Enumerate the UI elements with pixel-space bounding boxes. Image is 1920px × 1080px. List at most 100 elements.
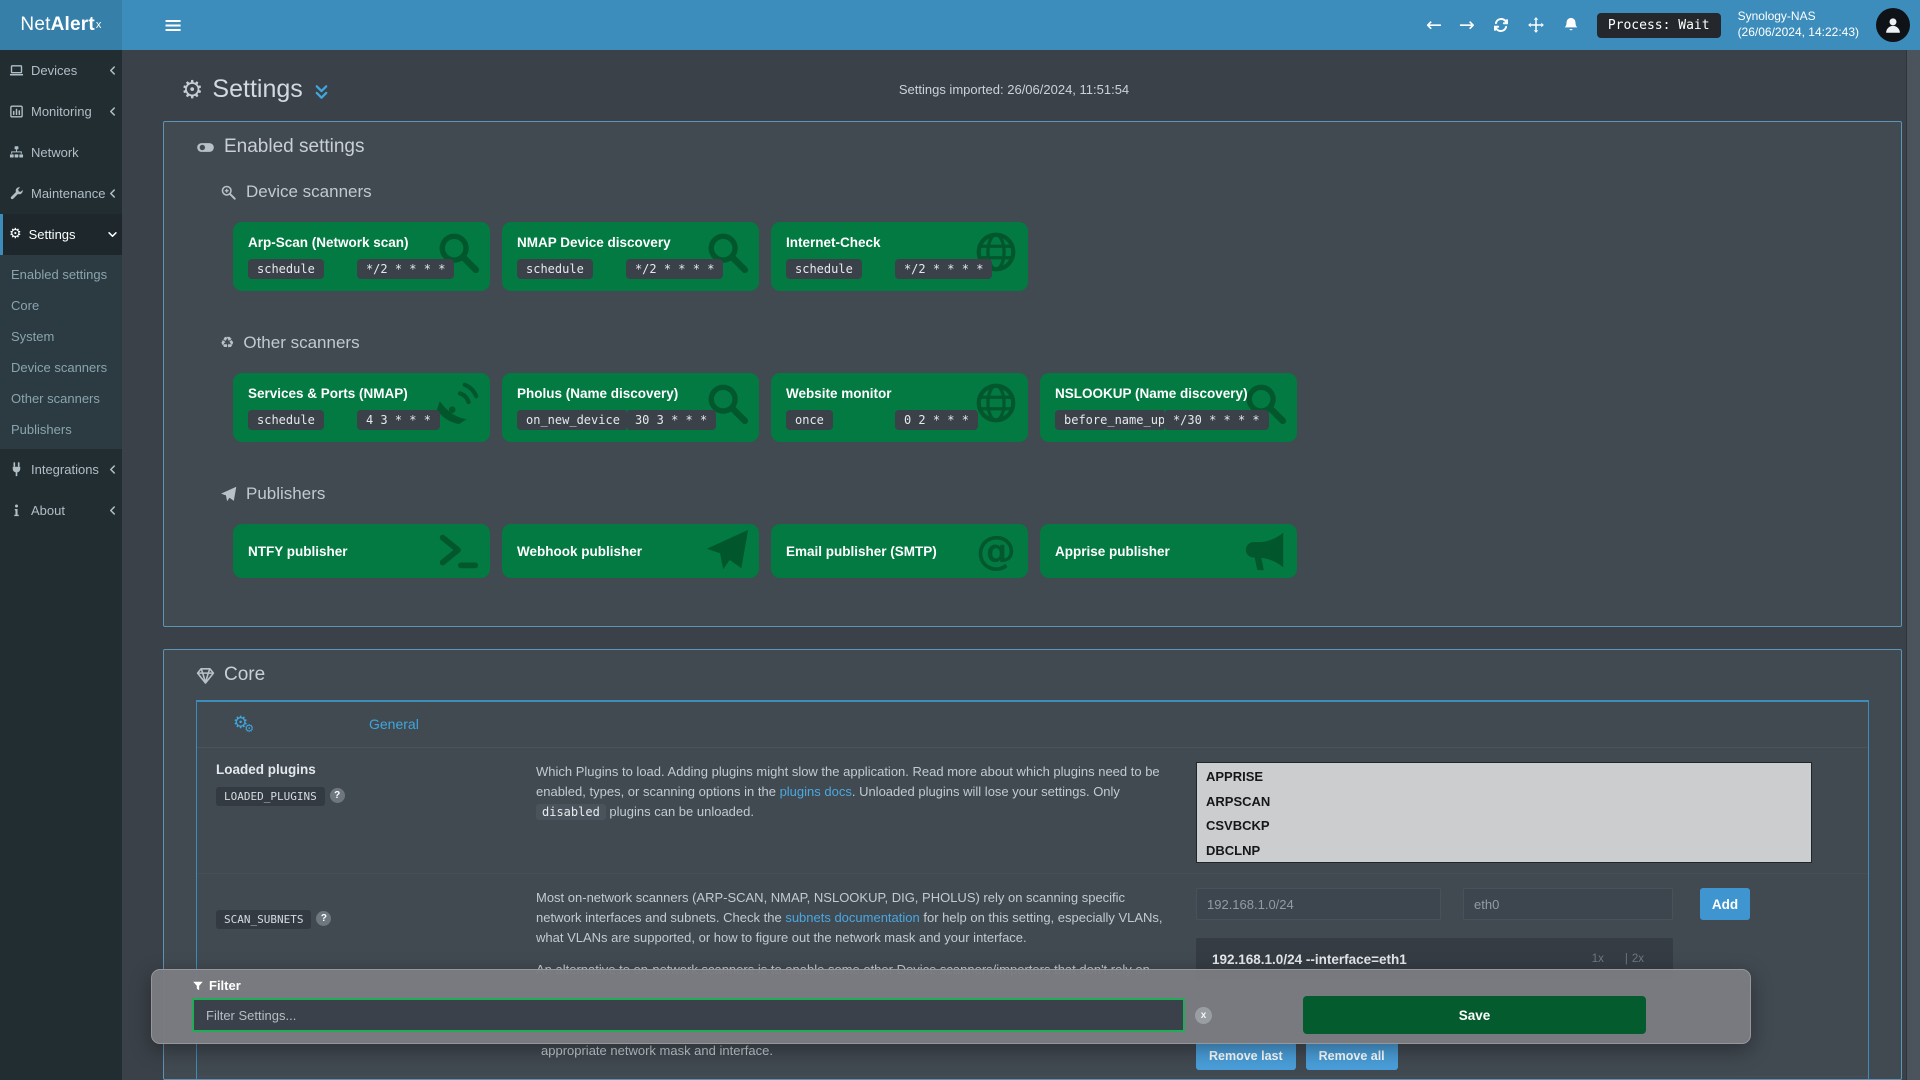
navbar-actions: ← → Process: Wait Synology-NAS (26/06/20… [1426, 0, 1920, 50]
schedule-zone: */30 * * * * [1163, 410, 1282, 430]
page-title-text: Settings [212, 75, 303, 103]
sidebar-item-monitoring[interactable]: Monitoring [0, 91, 122, 132]
sidebar-item-label: Monitoring [31, 104, 92, 119]
subnet-entry-text: 192.168.1.0/24 --interface=eth1 [1212, 951, 1407, 967]
app-logo[interactable]: Net Alert x [0, 0, 122, 50]
submenu-item-publishers[interactable]: Publishers [11, 422, 72, 437]
loaded-plugins-listbox[interactable]: APPRISE ARPSCAN CSVBCKP DBCLNP [1196, 762, 1812, 863]
sidebar-item-settings[interactable]: ⚙ Settings [0, 214, 122, 255]
schedule-zone: 4 3 * * * [356, 410, 475, 430]
submenu-item-enabled-settings[interactable]: Enabled settings [11, 267, 108, 282]
user-icon [1882, 14, 1904, 36]
submenu-item-system[interactable]: System [11, 329, 55, 344]
terminal-icon [435, 528, 481, 574]
refresh-icon[interactable] [1492, 16, 1510, 34]
laptop-icon [9, 63, 24, 78]
search-plus-icon [220, 184, 237, 201]
bullhorn-icon [1242, 528, 1288, 574]
card-row: Arp-Scan (Network scan) schedule */2 * * *… [233, 222, 1901, 291]
settings-submenu: Enabled settings Core System Device scanner… [0, 255, 122, 449]
sidebar-item-maintenance[interactable]: Maintenance [0, 173, 122, 214]
publisher-card-email-publisher-smtp[interactable]: Email publisher (SMTP) @ [771, 524, 1028, 578]
enabled-settings-heading: Enabled settings [196, 136, 1901, 158]
recycle-icon: ♻ [220, 332, 235, 352]
plugin-option-dbclnp[interactable]: DBCLNP [1206, 842, 1261, 858]
vertical-scrollbar[interactable] [1906, 50, 1920, 1080]
doc-link[interactable]: subnets documentation [785, 910, 920, 926]
plugin-option-csvbckp[interactable]: CSVBCKP [1206, 818, 1270, 833]
sidebar-item-integrations[interactable]: Integrations [0, 449, 122, 490]
card-badges: on_new_device 30 3 * * * [517, 410, 744, 430]
scanner-card-services-ports-nmap[interactable]: Services & Ports (NMAP) schedule 4 3 * * * [233, 373, 490, 442]
scanner-card-nmap-device-discovery[interactable]: NMAP Device discovery schedule */2 * * * * [502, 222, 759, 291]
sidebar-item-network[interactable]: Network [0, 132, 122, 173]
entry-count-1: 1x [1591, 953, 1604, 965]
sidebar-item-label: Network [31, 145, 79, 160]
doc-link[interactable]: plugins docs [779, 784, 852, 800]
help-icon[interactable]: ? [329, 788, 345, 804]
schedule-zone: 0 2 * * * [894, 410, 1013, 430]
card-badges: schedule */2 * * * * [517, 259, 744, 279]
scanner-card-website-monitor[interactable]: Website monitor once 0 2 * * * [771, 373, 1028, 442]
document-copy-icon[interactable] [1648, 953, 1661, 966]
scanner-card-arp-scan-network-scan[interactable]: Arp-Scan (Network scan) schedule */2 * * *… [233, 222, 490, 291]
run-type-zone: on_new_device [517, 410, 626, 430]
group-heading-device-scanners: Device scanners [220, 182, 1901, 202]
remove-all-button[interactable]: Remove all [1305, 1042, 1398, 1070]
scanner-card-internet-check[interactable]: Internet-Check schedule */2 * * * * [771, 222, 1028, 291]
enabled-groups: Device scanners Arp-Scan (Network scan) sc… [164, 182, 1901, 578]
sidebar-item-about[interactable]: About [0, 490, 122, 531]
publisher-card-ntfy-publisher[interactable]: NTFY publisher [233, 524, 490, 578]
loaded-plugins-key-badge: LOADED_PLUGINS [216, 787, 325, 806]
content-header: ⚙ Settings Settings imported: 26/06/2024… [122, 50, 1906, 121]
remove-last-button[interactable]: Remove last [1196, 1042, 1296, 1070]
subnet-entry-meta: 1x | 2x [1592, 953, 1661, 966]
info-icon [9, 503, 24, 518]
sidebar-item-label: Settings [28, 227, 76, 242]
schedule-badge: */2 * * * * [894, 259, 993, 279]
plugin-option-apprise[interactable]: APPRISE [1206, 769, 1264, 784]
chevron-left-icon [107, 505, 118, 516]
interface-input[interactable] [1463, 888, 1673, 920]
subnet-input[interactable] [1196, 888, 1441, 920]
plugin-option-arpscan[interactable]: ARPSCAN [1206, 793, 1271, 809]
subnet-remove-buttons: Remove last Remove all [1196, 1042, 1808, 1070]
tab-general[interactable]: General [369, 716, 419, 732]
filter-settings-input[interactable] [192, 998, 1185, 1032]
save-button[interactable]: Save [1303, 996, 1646, 1034]
run-type-badge: schedule [248, 410, 324, 430]
move-icon[interactable] [1527, 16, 1545, 34]
host-timestamp: (26/06/2024, 14:22:43) [1737, 25, 1859, 39]
card-badges: once 0 2 * * * [786, 410, 1013, 430]
schedule-badge: 30 3 * * * [625, 410, 717, 430]
gears-icon: ⚙⚙ [233, 713, 255, 735]
forward-arrow-icon[interactable]: → [1458, 13, 1475, 36]
submenu-item-core[interactable]: Core [11, 298, 40, 313]
sidebar-item-devices[interactable]: Devices [0, 50, 122, 91]
scanner-card-pholus-name-discovery[interactable]: Pholus (Name discovery) on_new_device 30 3… [502, 373, 759, 442]
publisher-card-apprise-publisher[interactable]: Apprise publisher [1040, 524, 1297, 578]
schedule-badge: 4 3 * * * [356, 410, 440, 430]
card-title: NSLOOKUP (Name discovery) [1055, 386, 1248, 401]
user-avatar[interactable] [1876, 8, 1910, 42]
chevron-left-icon [107, 188, 118, 199]
submenu-item-other-scanners[interactable]: Other scanners [11, 391, 100, 406]
submenu-item-device-scanners[interactable]: Device scanners [11, 360, 108, 375]
publisher-card-webhook-publisher[interactable]: Webhook publisher [502, 524, 759, 578]
back-arrow-icon[interactable]: ← [1425, 13, 1442, 36]
scanner-card-nslookup-name-discovery[interactable]: NSLOOKUP (Name discovery) before_name_upd… [1040, 373, 1297, 442]
core-settings-box: ⚙⚙ General Loaded plugins LOADED_PLUGINS… [196, 700, 1869, 1079]
sidebar-item-label: Devices [31, 63, 78, 78]
help-icon[interactable]: ? [316, 911, 332, 927]
bell-icon[interactable] [1562, 16, 1580, 34]
hamburger-menu-icon[interactable]: ≡ [162, 11, 184, 39]
add-subnet-button[interactable]: Add [1700, 888, 1750, 920]
card-row: NTFY publisher Webhook publisher Email pub… [233, 524, 1901, 578]
clear-filter-icon[interactable]: x [1195, 1007, 1212, 1024]
filter-overlay: Filter x Save [151, 969, 1751, 1044]
host-name: Synology-NAS [1737, 9, 1816, 24]
card-badges: schedule */2 * * * * [786, 259, 1013, 279]
wrench-icon [9, 186, 24, 201]
funnel-icon [192, 980, 204, 992]
at-icon: @ [976, 528, 1016, 574]
